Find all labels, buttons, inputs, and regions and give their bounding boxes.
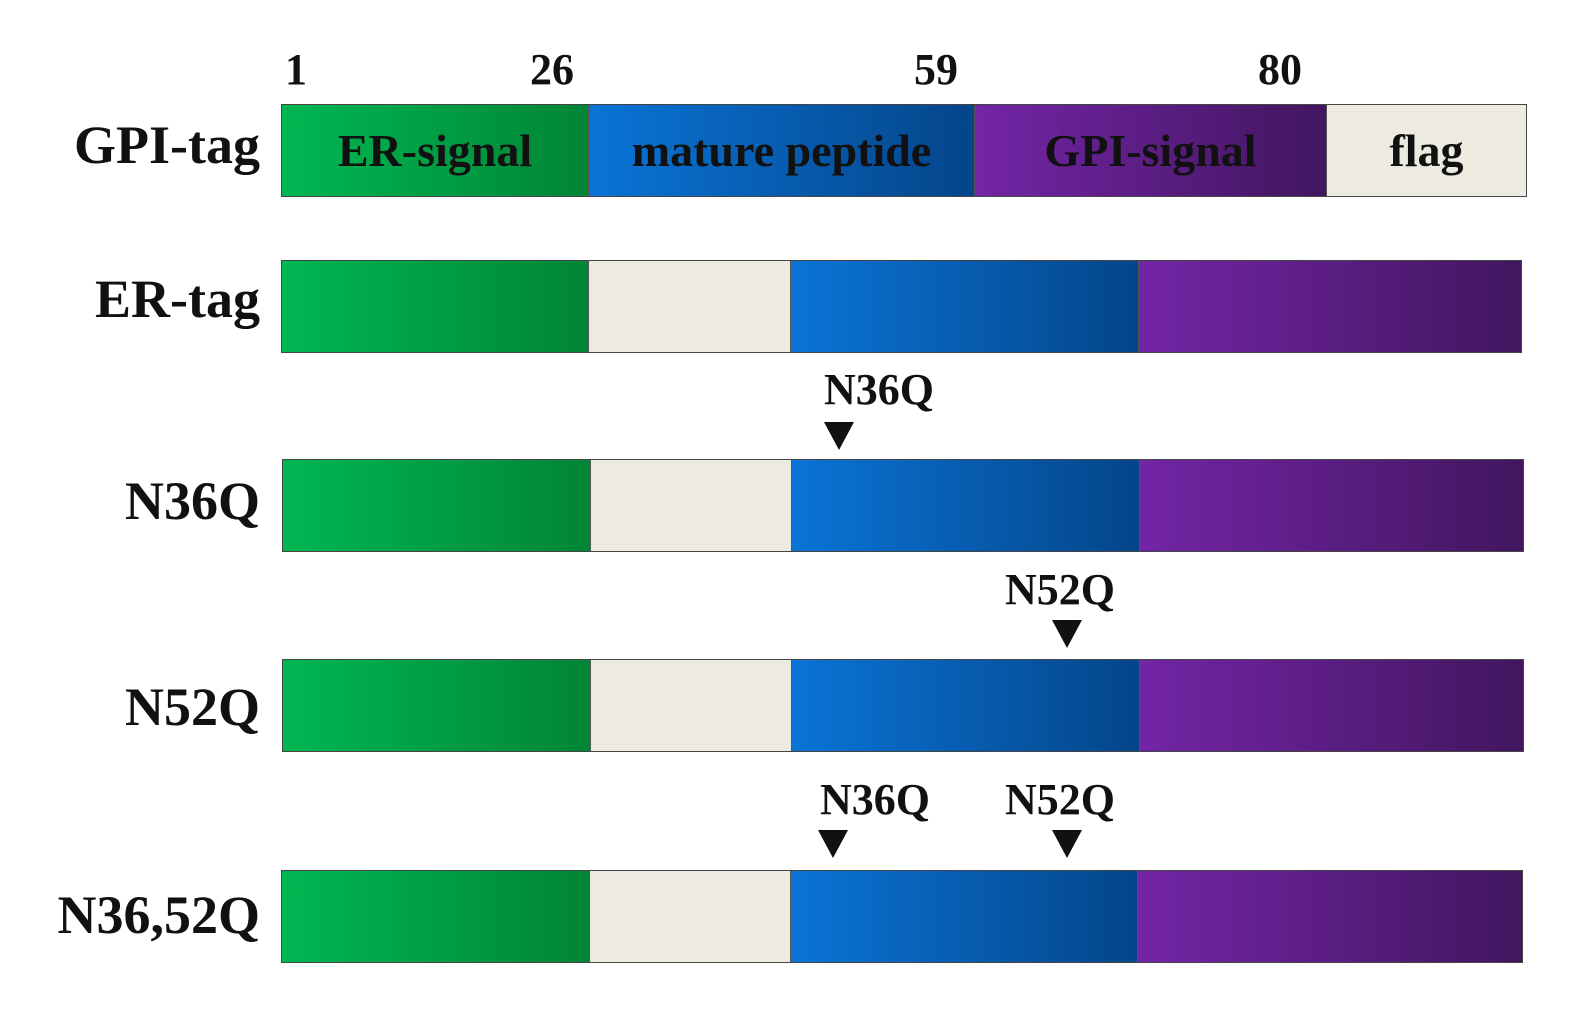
gpi-signal-segment [1139,261,1521,352]
er-signal-segment [283,460,591,551]
mutation-arrow-icon [1052,620,1082,648]
gpi-signal-segment [1140,660,1523,751]
construct-bar-n36-52q [281,870,1523,963]
flag-segment [591,460,792,551]
position-80: 80 [1258,45,1302,94]
mature-peptide-segment [791,871,1138,962]
mutation-label-n52q: N52Q [1005,565,1115,614]
mutation-arrow-icon [818,830,848,858]
construct-label-n36q: N36Q [125,471,260,531]
mature-peptide-segment [792,460,1140,551]
flag-segment [590,871,791,962]
er-signal-label: ER-signal [337,125,533,176]
mutation-label-n36q: N36Q [824,365,934,414]
mutation-label-n52q: N52Q [1005,775,1115,824]
construct-label-n52q: N52Q [125,677,260,737]
position-1: 1 [285,45,307,94]
gpi-signal-label: GPI-signal [1044,125,1257,176]
mature-peptide-segment [791,261,1139,352]
mutation-label-n36q: N36Q [820,775,930,824]
flag-segment [589,261,791,352]
mature-peptide-label: mature peptide [631,125,932,176]
position-59: 59 [914,45,958,94]
construct-bar-er-tag [281,260,1522,353]
mutation-arrow-icon [824,422,854,450]
construct-label-gpi-tag: GPI-tag [74,115,260,175]
construct-bar-n52q [282,659,1524,752]
flag-segment: flag [1327,105,1526,196]
construct-bar-n36q [282,459,1524,552]
er-signal-segment [282,871,590,962]
flag-label: flag [1389,125,1464,176]
construct-bar-gpi-tag: ER-signal mature peptide GPI-signal flag [281,104,1527,197]
mature-peptide-segment: mature peptide [589,105,975,196]
mature-peptide-segment [792,660,1140,751]
gpi-signal-segment: GPI-signal [975,105,1327,196]
construct-label-n36-52q: N36,52Q [57,885,261,945]
er-signal-segment [282,261,589,352]
position-26: 26 [530,45,574,94]
er-signal-segment [283,660,591,751]
gpi-signal-segment [1140,460,1523,551]
flag-segment [591,660,792,751]
construct-label-er-tag: ER-tag [95,269,260,329]
er-signal-segment: ER-signal [282,105,589,196]
mutation-arrow-icon [1052,830,1082,858]
gpi-signal-segment [1138,871,1522,962]
